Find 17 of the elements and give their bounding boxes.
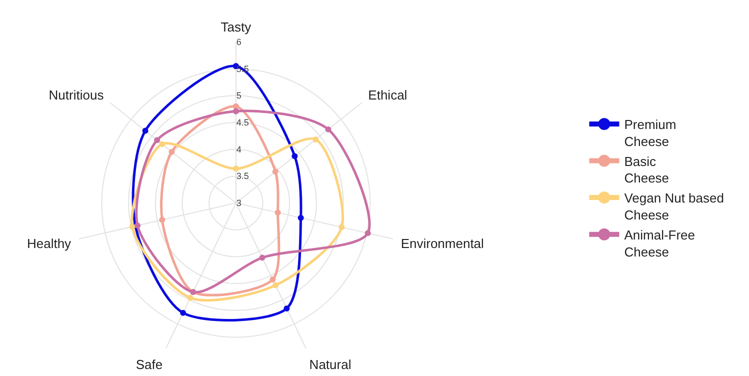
legend-label: Basic Cheese xyxy=(624,154,670,186)
y-tick-label: 5 xyxy=(236,90,242,101)
spoke-label: Nutritious xyxy=(48,88,104,103)
spoke-label: Ethical xyxy=(368,88,408,103)
y-tick-label: 4.5 xyxy=(236,117,249,128)
legend-label: Premium Cheese xyxy=(624,117,676,149)
spoke-label: Healthy xyxy=(26,236,72,252)
y-tick-label: 3.5 xyxy=(236,171,249,182)
spoke-label: Environmental xyxy=(400,236,484,252)
spoke-label: Safe xyxy=(136,357,163,372)
spoke-label: Tasty xyxy=(220,19,252,34)
y-tick-label: 3 xyxy=(236,198,242,208)
spoke-label: Natural xyxy=(309,357,352,372)
legend-label: Animal-Free Cheese xyxy=(624,227,696,260)
legend-label: Vegan Nut based Cheese xyxy=(624,190,724,223)
y-tick-label: 6 xyxy=(236,36,242,47)
y-tick-label: 4 xyxy=(236,144,242,154)
